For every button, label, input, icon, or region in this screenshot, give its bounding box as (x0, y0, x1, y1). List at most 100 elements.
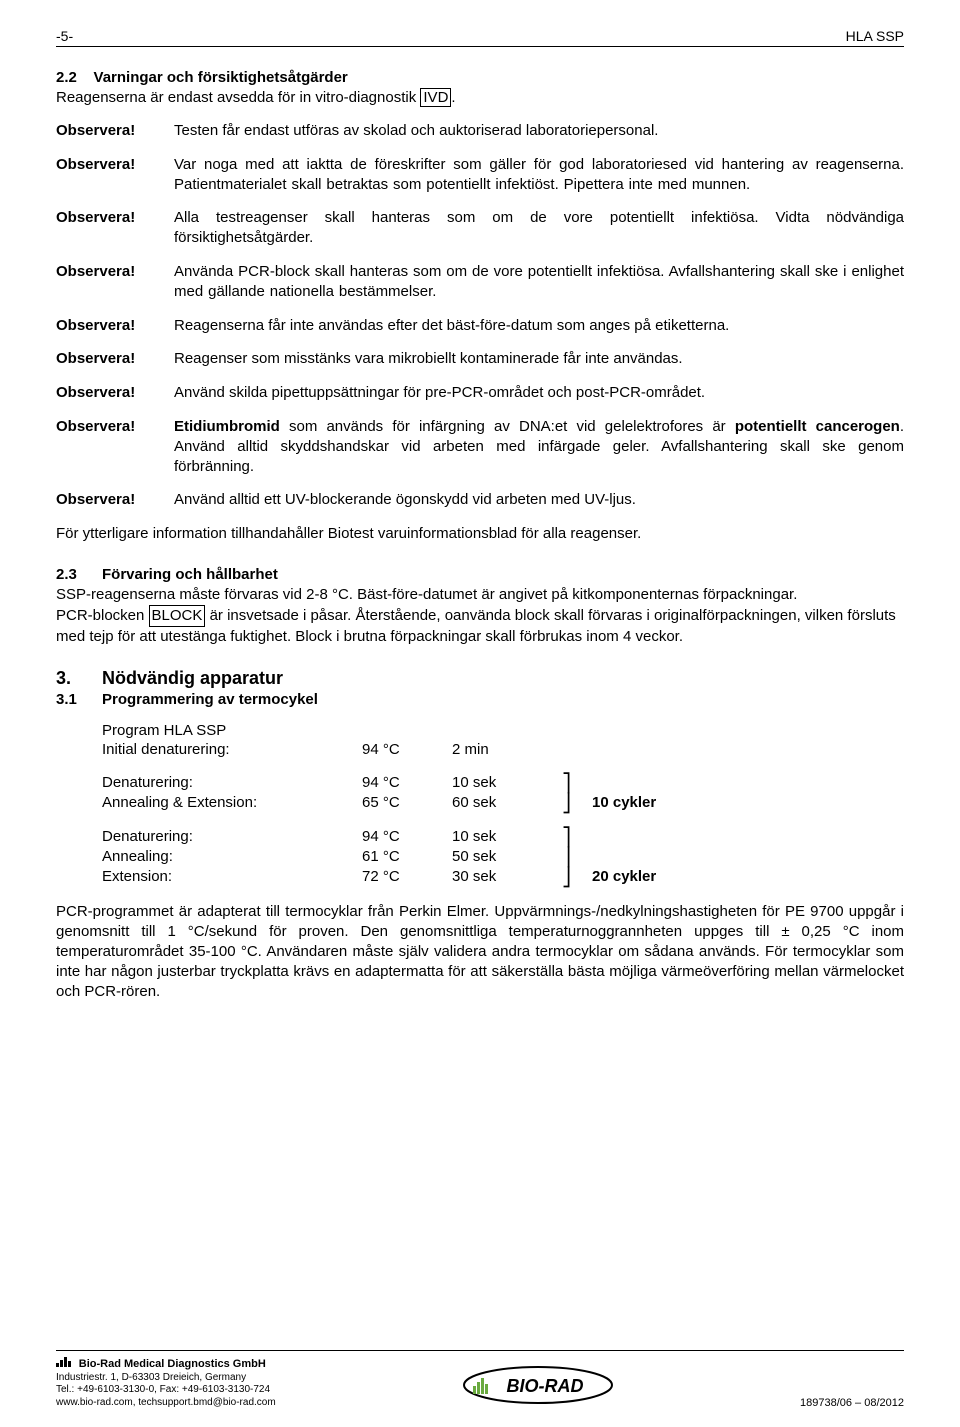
page-footer: Bio-Rad Medical Diagnostics GmbH Industr… (56, 1350, 904, 1409)
section-title: Programmering av termocykel (102, 691, 318, 708)
observera-row: Observera! Var noga med att iaktta de fö… (56, 155, 904, 195)
s23-body: SSP-reagenserna måste förvaras vid 2-8 °… (56, 585, 904, 646)
program-block2-table: Denaturering: 94 °C 10 sek ⎤ Annealing: … (102, 828, 904, 888)
intro-suffix: . (451, 89, 455, 106)
observera-label: Observera! (56, 490, 174, 510)
page-header: -5- HLA SSP (56, 28, 904, 47)
bracket-icon: ⎥ (562, 848, 592, 868)
table-row: Extension: 72 °C 30 sek ⎦ 20 cykler (102, 868, 904, 888)
ivd-box: IVD (420, 88, 451, 107)
observera-label: Observera! (56, 262, 174, 302)
observera-row: Observera! Reagenser som misstänks vara … (56, 349, 904, 369)
observera-row: Observera! Alla testreagenser skall hant… (56, 208, 904, 248)
section-title: Nödvändig apparatur (102, 668, 283, 688)
observera-text: Använda PCR-block skall hanteras som om … (174, 262, 904, 302)
section-3-1-heading: 3.1Programmering av termocykel (56, 691, 904, 708)
bracket-icon: ⎦ (562, 794, 592, 814)
step-label: Extension: (102, 868, 362, 888)
program-name: Program HLA SSP (102, 722, 904, 739)
step-dur: 10 sek (452, 828, 562, 848)
bracket-icon: ⎤ (562, 828, 592, 848)
step-temp: 94 °C (362, 741, 452, 760)
svg-text:BIO-RAD: BIO-RAD (506, 1376, 583, 1396)
observera-label: Observera! (56, 121, 174, 141)
bracket-icon: ⎦ (562, 868, 592, 888)
block-box: BLOCK (149, 605, 206, 627)
observera-row: Observera! Använd skilda pipettuppsättni… (56, 383, 904, 403)
observera-text: Använd skilda pipettuppsättningar för pr… (174, 383, 904, 403)
page-number: -5- (56, 28, 73, 44)
table-row: Initial denaturering: 94 °C 2 min (102, 741, 904, 760)
cycles: 10 cykler (592, 794, 904, 814)
observera-text: Alla testreagenser skall hanteras som om… (174, 208, 904, 248)
table-row: Denaturering: 94 °C 10 sek ⎤ (102, 774, 904, 794)
observera-row: Observera! Reagenserna får inte användas… (56, 316, 904, 336)
observera-row: Observera! Använda PCR-block skall hante… (56, 262, 904, 302)
step-label: Annealing: (102, 848, 362, 868)
observera-row: Observera! Testen får endast utföras av … (56, 121, 904, 141)
observera-label: Observera! (56, 349, 174, 369)
section-2-2-heading: 2.2 Varningar och försiktighetsåtgärder (56, 69, 904, 86)
footer-center: BIO-RAD (463, 1366, 613, 1409)
after-obs-para: För ytterligare information tillhandahål… (56, 524, 904, 544)
cycles: 20 cykler (592, 868, 904, 888)
section-title: Varningar och försiktighetsåtgärder (94, 69, 348, 86)
table-row: Annealing & Extension: 65 °C 60 sek ⎦ 10… (102, 794, 904, 814)
step-dur: 50 sek (452, 848, 562, 868)
observera-label: Observera! (56, 417, 174, 476)
intro-prefix: Reagenserna är endast avsedda för in vit… (56, 89, 420, 106)
observera-row: Observera! Etidiumbromid som används för… (56, 417, 904, 476)
footer-company: Bio-Rad Medical Diagnostics GmbH (79, 1358, 266, 1370)
observera-row: Observera! Använd alltid ett UV-blockera… (56, 490, 904, 510)
step-dur: 2 min (452, 741, 562, 760)
step-temp: 61 °C (362, 848, 452, 868)
program-block1-table: Denaturering: 94 °C 10 sek ⎤ Annealing &… (102, 774, 904, 814)
final-paragraph: PCR-programmet är adapterat till termocy… (56, 902, 904, 1001)
footer-docref: 189738/06 – 08/2012 (800, 1397, 904, 1409)
observera-text: Använd alltid ett UV-blockerande ögonsky… (174, 490, 904, 510)
section-num: 3. (56, 668, 102, 689)
observera-text: Etidiumbromid som används för infärgning… (174, 417, 904, 476)
footer-address: Industriestr. 1, D-63303 Dreieich, Germa… (56, 1372, 276, 1385)
section-2-2-intro: Reagenserna är endast avsedda för in vit… (56, 88, 904, 107)
step-label: Annealing & Extension: (102, 794, 362, 814)
section-num: 2.2 (56, 69, 77, 86)
obs8-bold1: Etidiumbromid (174, 418, 280, 435)
biorad-mark-icon (56, 1357, 72, 1372)
obs8-mid1: som används för infärgning av DNA:et vid… (280, 418, 735, 435)
observera-label: Observera! (56, 155, 174, 195)
observera-text: Var noga med att iaktta de föreskrifter … (174, 155, 904, 195)
step-dur: 30 sek (452, 868, 562, 888)
observera-text: Reagenserna får inte användas efter det … (174, 316, 904, 336)
step-dur: 60 sek (452, 794, 562, 814)
obs8-bold2: potentiellt cancerogen (735, 418, 900, 435)
section-2-3-heading: 2.3Förvaring och hållbarhet (56, 566, 904, 583)
step-temp: 65 °C (362, 794, 452, 814)
step-dur: 10 sek (452, 774, 562, 794)
doc-code: HLA SSP (846, 28, 904, 44)
footer-tel: Tel.: +49-6103-3130-0, Fax: +49-6103-313… (56, 1384, 276, 1397)
step-label: Denaturering: (102, 828, 362, 848)
section-num: 3.1 (56, 691, 102, 708)
bracket-icon: ⎤ (562, 774, 592, 794)
step-temp: 94 °C (362, 774, 452, 794)
footer-web: www.bio-rad.com, techsupport.bmd@bio-rad… (56, 1397, 276, 1410)
observera-label: Observera! (56, 316, 174, 336)
table-row: Denaturering: 94 °C 10 sek ⎤ (102, 828, 904, 848)
s23-line1: SSP-reagenserna måste förvaras vid 2-8 °… (56, 586, 797, 603)
observera-label: Observera! (56, 383, 174, 403)
footer-left: Bio-Rad Medical Diagnostics GmbH Industr… (56, 1357, 276, 1409)
observera-text: Testen får endast utföras av skolad och … (174, 121, 904, 141)
section-num: 2.3 (56, 566, 102, 583)
program-initial-table: Initial denaturering: 94 °C 2 min (102, 741, 904, 760)
step-temp: 72 °C (362, 868, 452, 888)
section-3-heading: 3.Nödvändig apparatur (56, 668, 904, 689)
s23-line2-pre: PCR-blocken (56, 607, 149, 624)
step-label: Initial denaturering: (102, 741, 362, 760)
observera-text: Reagenser som misstänks vara mikrobiellt… (174, 349, 904, 369)
step-temp: 94 °C (362, 828, 452, 848)
biorad-logo-icon: BIO-RAD (463, 1366, 613, 1409)
table-row: Annealing: 61 °C 50 sek ⎥ (102, 848, 904, 868)
observera-label: Observera! (56, 208, 174, 248)
step-label: Denaturering: (102, 774, 362, 794)
